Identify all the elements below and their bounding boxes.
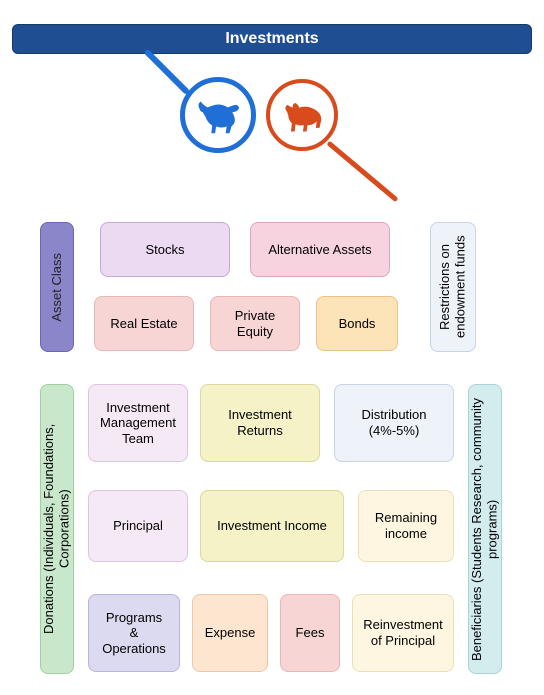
beneficiaries-label: Beneficiaries (Students Research, commun…: [468, 384, 502, 674]
box-programs-operations: Programs & Operations: [88, 594, 180, 672]
inv-returns-text: Investment Returns: [207, 407, 313, 438]
bear-magnifier-handle: [326, 141, 398, 203]
private-equity-text: Private Equity: [235, 308, 275, 339]
remaining-text: Remaining income: [365, 510, 447, 541]
expense-text: Expense: [205, 625, 256, 641]
box-remaining-income: Remaining income: [358, 490, 454, 562]
donations-text: Donations (Individuals, Foundations, Cor…: [41, 389, 72, 669]
bull-magnifier-handle: [143, 48, 190, 95]
fees-text: Fees: [296, 625, 325, 641]
box-distribution: Distribution (4%-5%): [334, 384, 454, 462]
donations-label: Donations (Individuals, Foundations, Cor…: [40, 384, 74, 674]
asset-class-label: Asset Class: [40, 222, 74, 352]
box-private-equity: Private Equity: [210, 296, 300, 351]
box-principal: Principal: [88, 490, 188, 562]
real-estate-text: Real Estate: [110, 316, 177, 332]
box-real-estate: Real Estate: [94, 296, 194, 351]
distribution-text: Distribution (4%-5%): [341, 407, 447, 438]
box-expense: Expense: [192, 594, 268, 672]
restrictions-text: Restrictions on endowment funds: [437, 227, 468, 347]
bull-icon: [194, 91, 242, 139]
bear-circle: [266, 79, 338, 151]
bull-circle: [180, 77, 256, 153]
beneficiaries-text: Beneficiaries (Students Research, commun…: [469, 389, 500, 669]
box-investment-returns: Investment Returns: [200, 384, 320, 462]
stocks-text: Stocks: [145, 242, 184, 258]
imt-text: Investment Management Team: [95, 400, 181, 447]
inv-income-text: Investment Income: [217, 518, 327, 534]
principal-text: Principal: [113, 518, 163, 534]
icons-row: [0, 62, 544, 202]
box-investment-income: Investment Income: [200, 490, 344, 562]
reinvest-text: Reinvestment of Principal: [359, 617, 447, 648]
box-bonds: Bonds: [316, 296, 398, 351]
box-reinvestment-principal: Reinvestment of Principal: [352, 594, 454, 672]
restrictions-label: Restrictions on endowment funds: [430, 222, 476, 352]
box-fees: Fees: [280, 594, 340, 672]
programs-ops-text: Programs & Operations: [102, 610, 166, 657]
box-alternative-assets: Alternative Assets: [250, 222, 390, 277]
asset-class-text: Asset Class: [49, 253, 65, 322]
bear-icon: [279, 92, 325, 138]
alt-assets-text: Alternative Assets: [268, 242, 371, 258]
box-stocks: Stocks: [100, 222, 230, 277]
header-bar: Investments: [12, 24, 532, 54]
bonds-text: Bonds: [339, 316, 376, 332]
header-title: Investments: [225, 30, 318, 48]
box-investment-management-team: Investment Management Team: [88, 384, 188, 462]
